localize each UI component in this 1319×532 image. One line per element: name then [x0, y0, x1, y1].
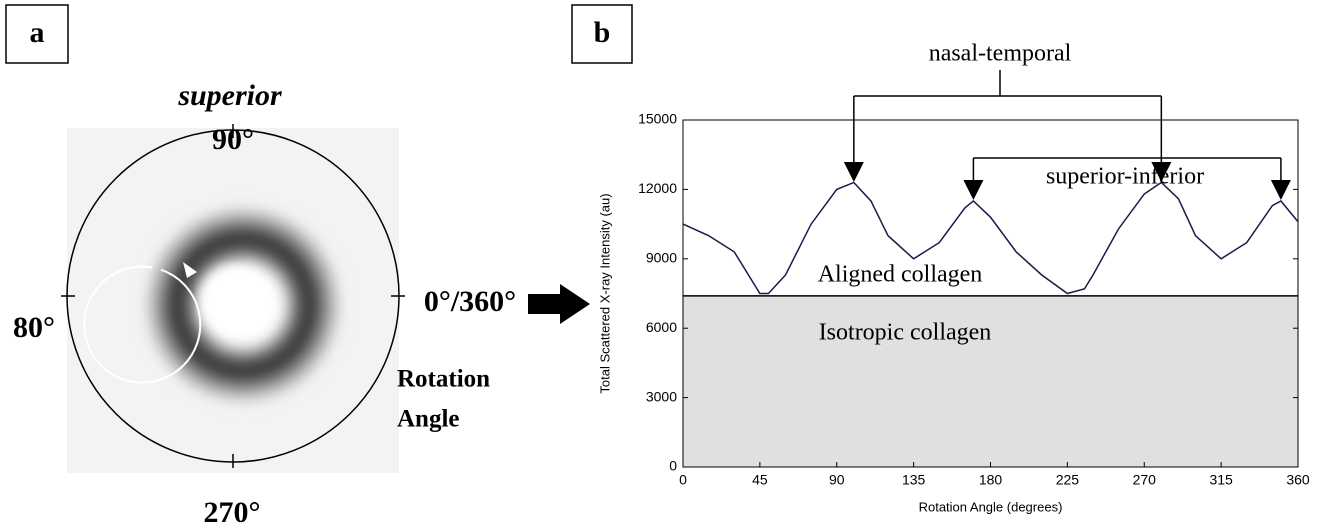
y-tick-label: 12000 — [638, 180, 677, 196]
annotation-label: superior-inferior — [1046, 164, 1204, 190]
figure: a superior 90° 80° 0°/360° 270° Rotation… — [0, 0, 1319, 532]
x-tick-label: 45 — [752, 472, 768, 488]
x-tick-label: 135 — [902, 472, 926, 488]
x-tick-label: 270 — [1133, 472, 1157, 488]
x-tick-label: 0 — [679, 472, 687, 488]
x-tick-label: 180 — [979, 472, 1003, 488]
angle-label: 0°/360° — [424, 285, 516, 318]
y-tick-label: 9000 — [646, 250, 677, 266]
data-line — [683, 182, 1298, 293]
region-label: Isotropic collagen — [819, 320, 992, 346]
caption: Rotation — [397, 366, 490, 393]
annotation-arrowhead — [1271, 180, 1291, 200]
y-axis-title: Total Scattered X-ray Intensity (au) — [597, 193, 612, 393]
annotation-arrowhead — [844, 162, 864, 182]
y-tick-label: 15000 — [638, 111, 677, 127]
x-axis-title: Rotation Angle (degrees) — [919, 499, 1063, 514]
region-label: Aligned collagen — [818, 262, 983, 288]
chart: 0 3000 6000 9000 12000 15000 0 45 90 135 180 225 270… — [597, 41, 1309, 515]
beam-stop — [201, 268, 265, 332]
big-arrow — [528, 284, 590, 324]
x-tick-label: 225 — [1056, 472, 1080, 488]
x-tick-label: 315 — [1209, 472, 1233, 488]
superior-label: superior — [177, 79, 282, 112]
caption: Angle — [397, 406, 460, 433]
panel-label: b — [594, 16, 611, 49]
angle-label: 80° — [13, 311, 55, 344]
y-tick-label: 0 — [669, 458, 677, 474]
panel-label: a — [30, 16, 45, 49]
y-tick-label: 6000 — [646, 319, 677, 335]
angle-label: 270° — [204, 496, 261, 529]
x-tick-label: 90 — [829, 472, 845, 488]
annotation-label: nasal-temporal — [929, 41, 1072, 67]
y-tick-label: 3000 — [646, 388, 677, 404]
angle-label: 90° — [212, 123, 254, 156]
annotation-arrowhead — [963, 180, 983, 200]
x-tick-label: 360 — [1286, 472, 1310, 488]
